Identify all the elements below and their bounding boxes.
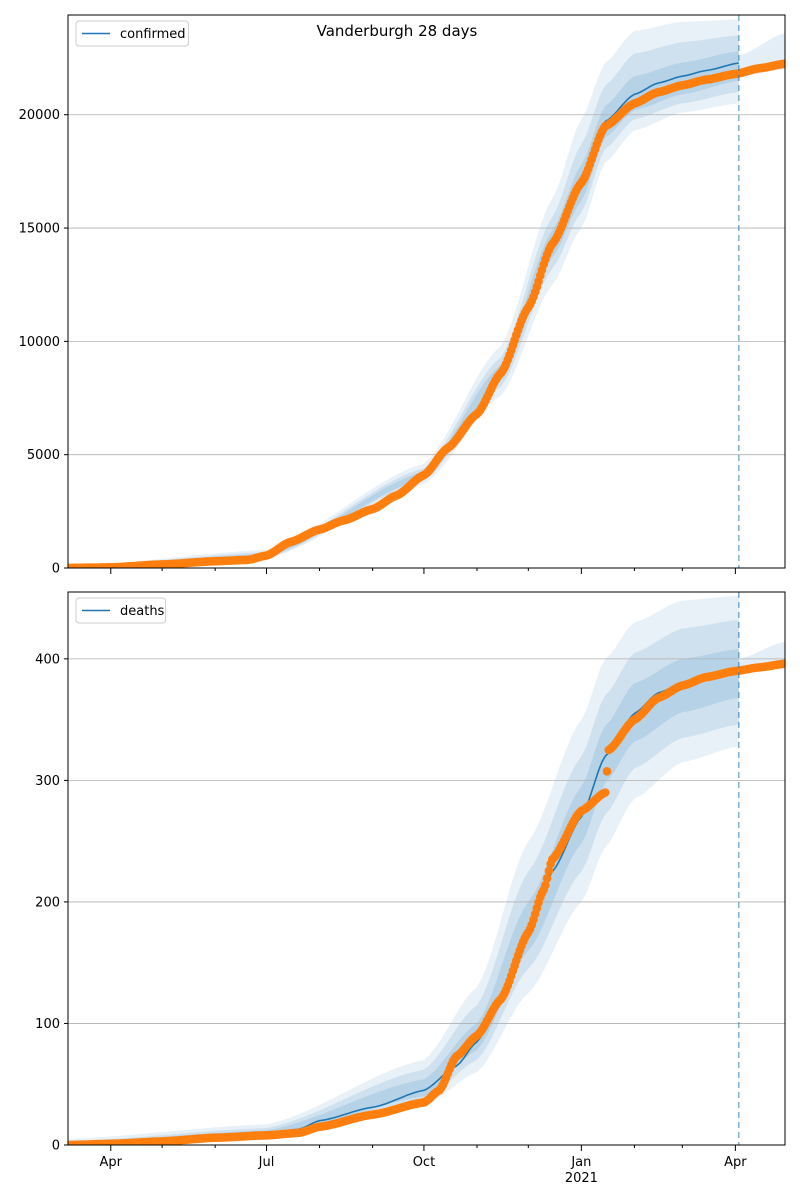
y-tick-label: 300 <box>35 774 60 789</box>
y-tick-label: 200 <box>35 895 60 910</box>
x-year-label: 2021 <box>565 1171 598 1186</box>
legend: deaths <box>75 597 167 624</box>
uncertainty-band-outer <box>68 595 739 1145</box>
x-tick-label: Jul <box>258 1155 275 1170</box>
plot-area <box>68 19 785 568</box>
axes-frame <box>67 14 786 569</box>
observed-point <box>602 767 612 776</box>
y-tick-label: 0 <box>52 1139 60 1154</box>
legend-label: deaths <box>120 604 165 619</box>
plot-area <box>68 595 785 1145</box>
y-tick-label: 15000 <box>19 222 60 237</box>
observed-point <box>542 874 552 883</box>
uncertainty-band-middle <box>68 620 739 1145</box>
figure-suptitle: Vanderburgh 28 days <box>317 22 478 40</box>
y-tick-label: 0 <box>52 562 60 577</box>
deaths-panel: 0 100 200 300 400 Apr Jul Oct Jan Apr 2021 deaths <box>35 591 786 1186</box>
observed-point <box>541 880 550 890</box>
y-tick-label: 5000 <box>27 448 60 463</box>
uncertainty-band-outer <box>68 19 739 568</box>
axes-frame <box>67 591 786 1146</box>
y-tick-label: 10000 <box>19 335 60 350</box>
x-tick-label: Apr <box>724 1155 747 1170</box>
legend-label: confirmed <box>120 27 186 42</box>
legend: confirmed <box>75 20 189 47</box>
observed-point <box>780 59 785 68</box>
y-tick-label: 100 <box>35 1017 60 1032</box>
x-tick-label: Apr <box>100 1155 123 1170</box>
legend-box <box>75 597 167 624</box>
uncertainty-band-middle <box>68 35 739 568</box>
observed-point <box>544 866 554 876</box>
y-tick-label: 20000 <box>19 108 60 123</box>
uncertainty-band-inner <box>68 649 739 1145</box>
x-tick-label: Oct <box>413 1155 435 1170</box>
confirmed-panel: 0 5000 10000 15000 20000 confirmed <box>19 14 786 577</box>
legend-box <box>75 20 189 47</box>
x-tick-label: Jan <box>570 1155 591 1170</box>
y-tick-label: 400 <box>35 652 60 667</box>
observed-point <box>780 659 785 668</box>
observed-point <box>601 788 610 797</box>
